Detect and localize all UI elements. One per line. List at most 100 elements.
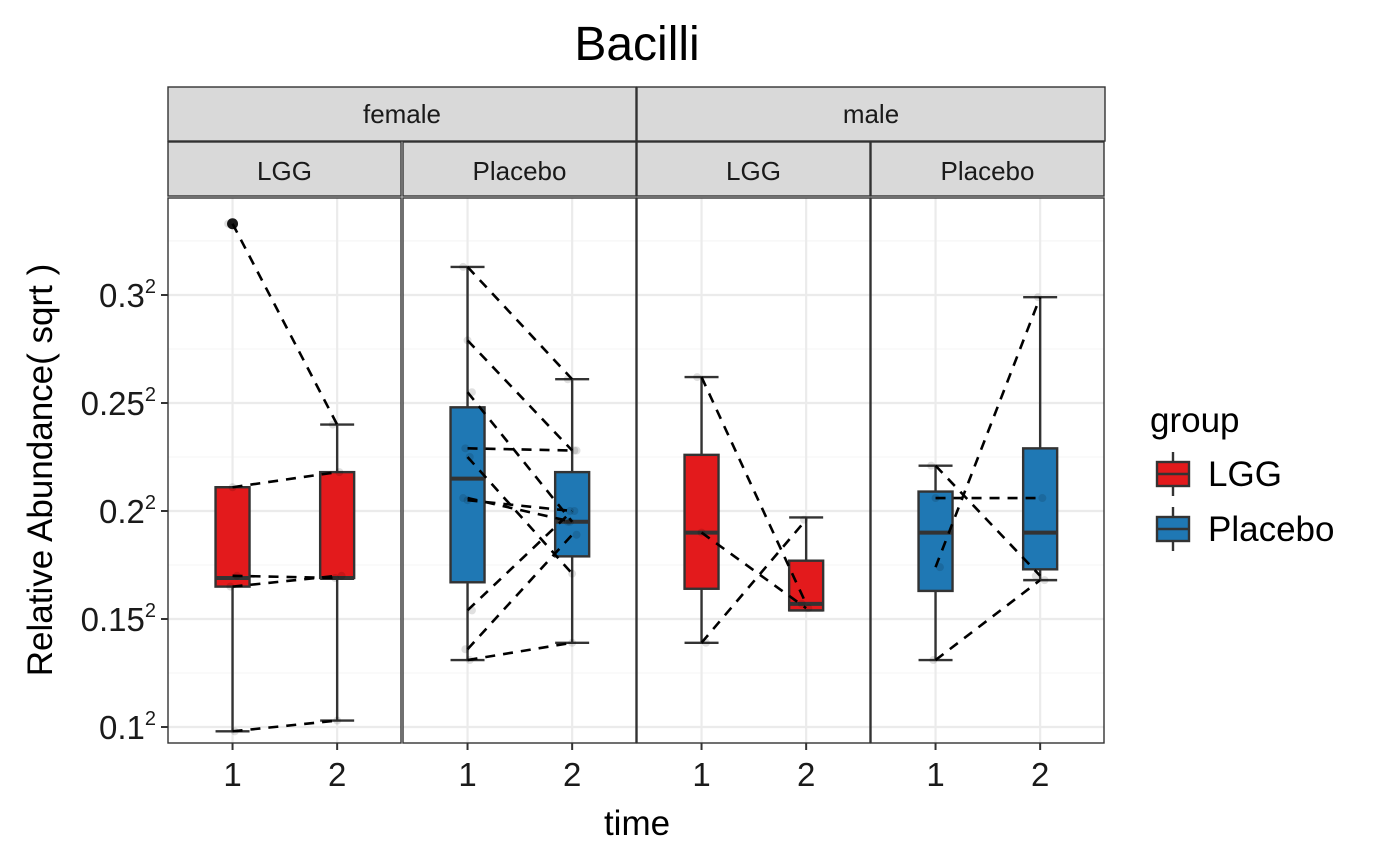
- jitter-point: [804, 604, 813, 613]
- jitter-point: [568, 638, 577, 647]
- y-tick-label-base: 0.2: [99, 493, 145, 530]
- jitter-point: [570, 446, 579, 455]
- x-tick-label: 1: [223, 756, 241, 793]
- panel-border: [870, 197, 1105, 744]
- jitter-point: [572, 530, 581, 539]
- group-strip-label-female-Placebo: Placebo: [473, 156, 567, 186]
- jitter-point: [570, 507, 579, 516]
- y-tick-label-exponent: 2: [145, 600, 156, 622]
- x-tick-label: 1: [692, 756, 710, 793]
- facet-panels: female LGG Placebo male LGG Placebo: [167, 86, 1106, 744]
- y-tick-label: 0.22: [99, 492, 156, 530]
- jitter-point: [459, 262, 468, 271]
- facet-strip-label-male: male: [843, 99, 899, 129]
- paired-line: [466, 510, 574, 612]
- jitter-point: [337, 571, 346, 580]
- jitter-point: [461, 444, 470, 453]
- jitter-point: [935, 563, 944, 572]
- x-tick-label: 2: [563, 756, 581, 793]
- paired-line: [466, 266, 574, 381]
- x-tick-label: 2: [797, 756, 815, 793]
- panel-male-Placebo: [870, 197, 1105, 744]
- jitter-point: [1038, 494, 1047, 503]
- jitter-point: [224, 219, 233, 228]
- paired-line: [934, 579, 1041, 662]
- panel-background: [637, 198, 870, 743]
- chart-title: Bacilli: [574, 18, 699, 71]
- panel-male-LGG: [636, 197, 871, 744]
- legend-key-LGG: [1155, 452, 1191, 496]
- facet-strip-male: [636, 86, 1106, 142]
- x-axis-title: time: [604, 804, 670, 843]
- panel-female-Placebo: [402, 197, 637, 744]
- x-tick-label: 1: [458, 756, 476, 793]
- jitter-point: [927, 461, 936, 470]
- x-axis: 1 2 1 2 1 2 1 2: [223, 743, 1049, 793]
- jitter-point: [1040, 576, 1049, 585]
- jitter-point: [459, 494, 468, 503]
- box-female-Placebo-time-2: [553, 378, 591, 644]
- panel-border: [167, 197, 402, 744]
- legend-label-LGG: LGG: [1208, 455, 1282, 494]
- group-strip-female-Placebo: [402, 141, 637, 197]
- y-tick-label-exponent: 2: [145, 384, 156, 406]
- legend-label-Placebo: Placebo: [1208, 510, 1334, 549]
- box-body: [449, 406, 486, 584]
- legend: group LGG Placebo: [1150, 401, 1334, 551]
- jitter-point: [797, 599, 806, 608]
- y-tick-label: 0.252: [81, 384, 156, 422]
- box-body: [917, 490, 954, 593]
- y-tick-label-base: 0.15: [81, 601, 145, 638]
- box-female-LGG-time-2: [318, 423, 356, 722]
- x-tick-label: 1: [926, 756, 944, 793]
- box-male-LGG-time-2: [787, 516, 825, 612]
- group-strip-label-male-Placebo: Placebo: [941, 156, 1035, 186]
- legend-title: group: [1150, 401, 1240, 440]
- y-tick-label: 0.32: [99, 276, 156, 314]
- paired-line: [466, 391, 574, 523]
- x-tick-label: 2: [328, 756, 346, 793]
- y-tick-label-base: 0.1: [99, 709, 145, 746]
- paired-line: [466, 533, 574, 651]
- y-tick-label-exponent: 2: [145, 708, 156, 730]
- y-tick-label-base: 0.3: [99, 277, 145, 314]
- box-body: [318, 470, 356, 580]
- jitter-point: [572, 446, 581, 455]
- panel-female-LGG: [167, 197, 402, 744]
- paired-line: [700, 531, 807, 610]
- y-tick-label: 0.12: [99, 708, 156, 746]
- group-strip-female-LGG: [167, 141, 402, 197]
- x-tick-label: 2: [1031, 756, 1049, 793]
- jitter-point: [929, 656, 938, 665]
- panel-background: [168, 198, 401, 743]
- jitter-point: [330, 573, 339, 582]
- panel-border: [402, 197, 637, 744]
- group-strip-label-female-LGG: LGG: [257, 156, 312, 186]
- legend-key-Placebo: [1155, 507, 1191, 551]
- jitter-point: [799, 515, 808, 524]
- box-body: [214, 486, 251, 588]
- paired-line: [934, 464, 1042, 577]
- box-body: [683, 453, 720, 590]
- group-strip-male-Placebo: [870, 141, 1105, 197]
- facet-strip-label-female: female: [363, 99, 441, 129]
- jitter-point: [335, 468, 344, 477]
- jitter-point: [565, 507, 574, 516]
- jitter-point: [226, 582, 235, 591]
- facet-strip-female: [167, 86, 637, 142]
- box-body: [1021, 447, 1059, 571]
- paired-line: [466, 339, 574, 452]
- paired-line: [700, 518, 808, 644]
- paired-line: [700, 376, 808, 605]
- box-male-Placebo-time-2: [1021, 295, 1059, 582]
- panel-border: [636, 197, 871, 744]
- paired-line: [934, 296, 1042, 568]
- jitter-point: [1033, 293, 1042, 302]
- jitter-point: [693, 373, 702, 382]
- y-axis-title: Relative Abundance( sqrt ): [21, 264, 60, 676]
- y-tick-label: 0.152: [81, 600, 156, 638]
- y-tick-label-base: 0.25: [81, 385, 145, 422]
- y-tick-label-exponent: 2: [145, 492, 156, 514]
